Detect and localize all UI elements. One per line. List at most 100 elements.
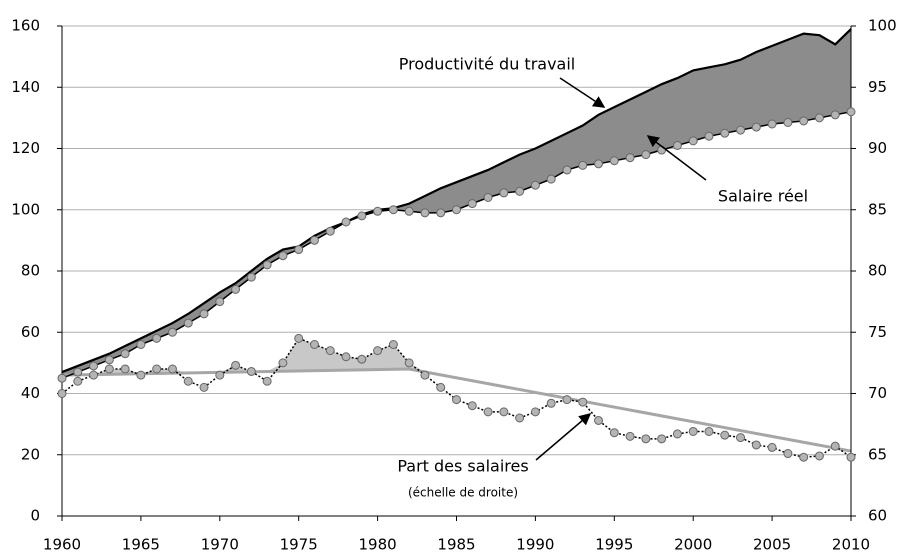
- series-marker: [57, 373, 67, 383]
- series-marker: [625, 153, 635, 163]
- series-marker: [136, 340, 146, 349]
- series-marker: [152, 333, 162, 343]
- series-marker: [515, 186, 525, 196]
- x-tick-label: 2010: [832, 536, 870, 554]
- y2-tick-label: 80: [868, 262, 887, 280]
- series-marker: [767, 442, 777, 452]
- series-marker: [799, 116, 809, 126]
- series-marker: [452, 395, 461, 405]
- y2-tick-label: 70: [868, 384, 887, 402]
- x-tick-label: 2000: [674, 536, 712, 554]
- series-marker: [688, 136, 698, 146]
- y2-tick-label: 65: [868, 445, 887, 463]
- series-marker: [720, 430, 730, 440]
- y-tick-label: 140: [11, 78, 40, 96]
- y2-tick-label: 90: [868, 139, 887, 157]
- y2-tick-label: 95: [868, 78, 887, 96]
- series-marker: [404, 358, 414, 368]
- series-marker: [388, 340, 398, 349]
- series-marker: [594, 415, 604, 425]
- series-marker: [73, 376, 83, 386]
- series-marker: [751, 440, 761, 450]
- series-marker: [562, 165, 572, 175]
- y-tick-label: 40: [21, 384, 40, 402]
- y-tick-label: 60: [21, 323, 40, 341]
- series-marker: [483, 193, 493, 202]
- series-marker: [688, 426, 698, 436]
- series-marker: [373, 346, 383, 356]
- series-marker: [183, 376, 193, 386]
- series-marker: [467, 401, 477, 411]
- series-marker: [120, 349, 130, 359]
- x-tick-label: 1970: [201, 536, 239, 554]
- x-tick-label: 2005: [753, 536, 791, 554]
- series-marker: [136, 370, 146, 380]
- annotation: (échelle de droite): [408, 486, 518, 500]
- series-marker: [309, 340, 319, 349]
- series-marker: [404, 206, 414, 216]
- series-marker: [625, 431, 635, 441]
- series-marker: [799, 452, 809, 462]
- series-marker: [231, 284, 241, 294]
- series-marker: [309, 235, 319, 245]
- series-marker: [767, 119, 777, 129]
- series-marker: [231, 360, 241, 370]
- series-marker: [278, 358, 288, 368]
- annotation-arrow: [559, 77, 606, 108]
- series-marker: [515, 413, 525, 423]
- y-tick-label: 100: [11, 200, 40, 218]
- series-marker: [199, 382, 209, 392]
- series-marker: [215, 297, 225, 307]
- series-marker: [814, 451, 824, 461]
- series-marker: [199, 309, 209, 319]
- series-marker: [814, 113, 824, 123]
- series-marker: [357, 354, 367, 364]
- series-marker: [783, 117, 793, 127]
- series-marker: [436, 208, 446, 218]
- series-line: [61, 28, 852, 374]
- annotation: Salaire réel: [718, 187, 808, 206]
- series-marker: [294, 333, 304, 343]
- series-marker: [420, 370, 430, 380]
- x-tick-label: 1980: [359, 536, 397, 554]
- series-marker: [830, 110, 840, 120]
- share-above-trend: [62, 338, 851, 452]
- series-marker: [373, 206, 383, 216]
- series-marker: [499, 407, 509, 417]
- y2-tick-label: 100: [868, 17, 897, 35]
- series-marker: [546, 174, 556, 184]
- series-marker: [183, 318, 193, 328]
- series-marker: [830, 441, 840, 451]
- x-tick-label: 1975: [280, 536, 318, 554]
- gap-area: [62, 29, 851, 379]
- series-marker: [325, 346, 335, 356]
- y-tick-label: 20: [21, 445, 40, 463]
- series-marker: [152, 364, 162, 374]
- series-marker: [704, 131, 714, 141]
- series-marker: [246, 272, 256, 282]
- trend-line: [61, 367, 852, 453]
- series-marker: [246, 366, 256, 376]
- series-marker: [89, 361, 99, 371]
- series-marker: [720, 128, 730, 138]
- annotation-arrow: [535, 413, 592, 461]
- series-marker: [530, 180, 540, 190]
- y2-tick-label: 60: [868, 507, 887, 525]
- x-tick-label: 1995: [595, 536, 633, 554]
- series-marker: [783, 449, 793, 459]
- x-tick-label: 1985: [437, 536, 475, 554]
- annotation-arrow: [646, 135, 707, 181]
- series-marker: [736, 125, 746, 135]
- series-marker: [262, 260, 272, 270]
- series-marker: [436, 382, 446, 392]
- series-marker: [452, 205, 461, 215]
- series-marker: [262, 376, 272, 386]
- series-marker: [89, 370, 99, 380]
- series-marker: [120, 364, 130, 374]
- y2-tick-label: 75: [868, 323, 887, 341]
- series-marker: [672, 429, 682, 439]
- series-marker: [483, 407, 493, 417]
- series-marker: [499, 188, 509, 198]
- y-tick-label: 80: [21, 262, 40, 280]
